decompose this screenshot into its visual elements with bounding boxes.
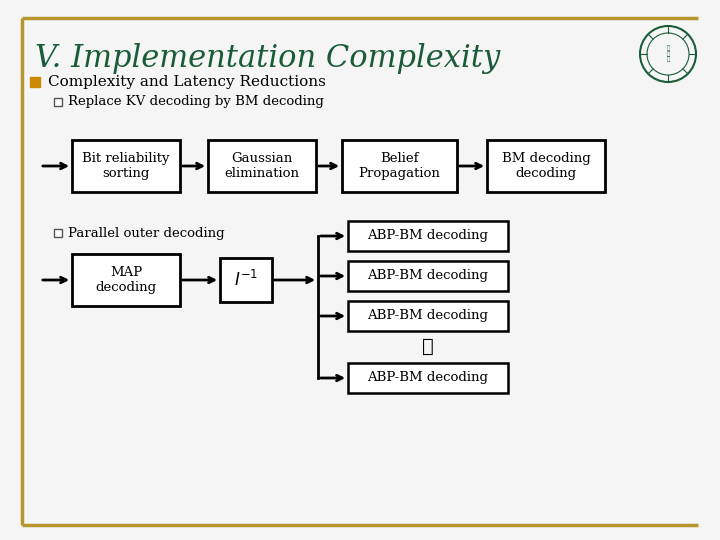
Text: Complexity and Latency Reductions: Complexity and Latency Reductions <box>48 75 326 89</box>
Text: ABP-BM decoding: ABP-BM decoding <box>367 269 488 282</box>
Text: ⋮: ⋮ <box>422 338 434 356</box>
Text: ABP-BM decoding: ABP-BM decoding <box>367 309 488 322</box>
Text: Parallel outer decoding: Parallel outer decoding <box>68 226 225 240</box>
FancyBboxPatch shape <box>342 140 457 192</box>
FancyBboxPatch shape <box>208 140 316 192</box>
Bar <box>54 229 62 237</box>
FancyBboxPatch shape <box>348 261 508 291</box>
Bar <box>30 77 40 87</box>
FancyBboxPatch shape <box>72 254 180 306</box>
Text: BM decoding
decoding: BM decoding decoding <box>502 152 590 180</box>
FancyBboxPatch shape <box>487 140 605 192</box>
FancyBboxPatch shape <box>348 221 508 251</box>
Text: Replace KV decoding by BM decoding: Replace KV decoding by BM decoding <box>68 96 324 109</box>
FancyBboxPatch shape <box>348 301 508 331</box>
Text: ABP-BM decoding: ABP-BM decoding <box>367 230 488 242</box>
Text: 中
山
大: 中 山 大 <box>667 45 670 63</box>
Text: Bit reliability
sorting: Bit reliability sorting <box>82 152 170 180</box>
FancyBboxPatch shape <box>348 363 508 393</box>
Text: V. Implementation Complexity: V. Implementation Complexity <box>35 43 500 74</box>
Text: Belief
Propagation: Belief Propagation <box>359 152 441 180</box>
Bar <box>54 98 62 106</box>
FancyBboxPatch shape <box>220 258 272 302</box>
Text: Gaussian
elimination: Gaussian elimination <box>225 152 300 180</box>
Text: $\mathit{I}^{-1}$: $\mathit{I}^{-1}$ <box>234 270 258 290</box>
FancyBboxPatch shape <box>72 140 180 192</box>
Text: ABP-BM decoding: ABP-BM decoding <box>367 372 488 384</box>
Text: MAP
decoding: MAP decoding <box>96 266 156 294</box>
